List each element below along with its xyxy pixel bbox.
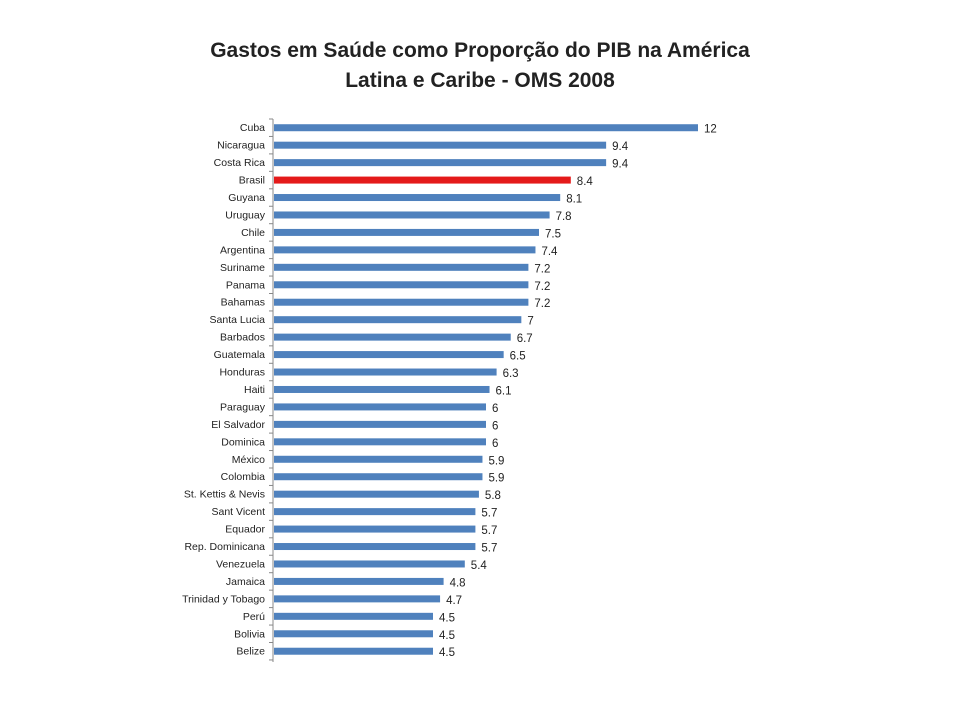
- category-label-costa-rica: Costa Rica: [214, 157, 266, 169]
- value-label-st-kettis-nevis: 5.8: [485, 490, 501, 502]
- value-label-jamaica: 4.8: [450, 577, 466, 589]
- bar-st-kettis-nevis: [274, 490, 479, 498]
- bar-chile: [274, 228, 539, 236]
- bar-bahamas: [274, 298, 529, 306]
- bar-belize: [274, 647, 433, 655]
- bar-uruguay: [274, 211, 550, 219]
- category-label-per: Perú: [243, 611, 265, 623]
- category-label-guyana: Guyana: [228, 192, 265, 204]
- category-label-colombia: Colombia: [221, 471, 266, 483]
- bar-costa-rica: [274, 159, 607, 167]
- category-label-el-salvador: El Salvador: [211, 419, 265, 431]
- chart-title-line2: Latina e Caribe - OMS 2008: [345, 69, 615, 92]
- value-label-uruguay: 7.8: [556, 211, 572, 223]
- bar-panama: [274, 281, 529, 289]
- value-label-argentina: 7.4: [541, 246, 558, 258]
- value-label-equador: 5.7: [481, 525, 497, 537]
- bar-colombia: [274, 473, 483, 481]
- bar-cuba: [274, 124, 698, 132]
- value-label-paraguay: 6: [492, 403, 498, 415]
- value-label-per: 4.5: [439, 612, 455, 624]
- bar-jamaica: [274, 577, 444, 585]
- bar-equador: [274, 525, 476, 533]
- chart-title-line1: Gastos em Saúde como Proporção do PIB na…: [210, 39, 750, 62]
- category-label-bahamas: Bahamas: [221, 297, 265, 309]
- bar-sant-vicent: [274, 508, 476, 516]
- value-label-nicaragua: 9.4: [612, 141, 629, 153]
- category-label-chile: Chile: [241, 227, 265, 239]
- value-label-rep-dominicana: 5.7: [481, 543, 497, 555]
- bar-rep-dominicana: [274, 543, 476, 551]
- value-label-dominica: 6: [492, 438, 498, 450]
- category-label-panama: Panama: [226, 279, 265, 291]
- bar-trinidad-y-tobago: [274, 595, 441, 603]
- category-label-sant-vicent: Sant Vicent: [211, 506, 265, 518]
- value-label-chile: 7.5: [545, 228, 561, 240]
- bar-guyana: [274, 194, 561, 202]
- bar-per: [274, 612, 433, 620]
- bar-venezuela: [274, 560, 465, 568]
- category-label-santa-lucia: Santa Lucia: [210, 314, 266, 326]
- category-label-brasil: Brasil: [239, 175, 265, 187]
- bar-suriname: [274, 263, 529, 271]
- bar-guatemala: [274, 351, 504, 359]
- value-label-el-salvador: 6: [492, 420, 498, 432]
- value-label-trinidad-y-tobago: 4.7: [446, 595, 462, 607]
- bar-santa-lucia: [274, 316, 522, 324]
- category-label-barbados: Barbados: [220, 332, 265, 344]
- category-label-uruguay: Uruguay: [225, 209, 265, 221]
- category-label-argentina: Argentina: [220, 244, 265, 256]
- category-label-equador: Equador: [225, 524, 265, 536]
- value-label-m-xico: 5.9: [488, 455, 504, 467]
- value-label-cuba: 12: [704, 124, 717, 136]
- category-label-nicaragua: Nicaragua: [217, 140, 265, 152]
- category-label-paraguay: Paraguay: [220, 401, 266, 413]
- category-label-dominica: Dominica: [221, 436, 265, 448]
- category-label-haiti: Haiti: [244, 384, 265, 396]
- category-label-belize: Belize: [236, 646, 265, 658]
- category-label-venezuela: Venezuela: [216, 558, 265, 570]
- bar-dominica: [274, 438, 486, 446]
- category-label-rep-dominicana: Rep. Dominicana: [184, 541, 265, 553]
- bar-nicaragua: [274, 141, 607, 149]
- value-label-venezuela: 5.4: [471, 560, 488, 572]
- bar-brasil: [274, 176, 571, 184]
- bar-paraguay: [274, 403, 486, 411]
- value-label-belize: 4.5: [439, 647, 455, 659]
- category-label-cuba: Cuba: [240, 122, 265, 134]
- category-label-suriname: Suriname: [220, 262, 265, 274]
- category-label-m-xico: México: [232, 454, 265, 466]
- bar-barbados: [274, 333, 511, 341]
- value-label-colombia: 5.9: [488, 473, 504, 485]
- bar-bolivia: [274, 630, 433, 638]
- value-label-guatemala: 6.5: [510, 351, 526, 363]
- value-label-panama: 7.2: [534, 281, 550, 293]
- value-label-guyana: 8.1: [566, 194, 582, 206]
- value-label-brasil: 8.4: [577, 176, 594, 188]
- category-label-jamaica: Jamaica: [226, 576, 265, 588]
- category-label-honduras: Honduras: [219, 367, 265, 379]
- value-label-barbados: 6.7: [517, 333, 533, 345]
- value-label-honduras: 6.3: [503, 368, 519, 380]
- value-label-bahamas: 7.2: [534, 298, 550, 310]
- bar-m-xico: [274, 455, 483, 463]
- category-label-bolivia: Bolivia: [234, 628, 265, 640]
- chart-title: Gastos em Saúde como Proporção do PIB na…: [0, 36, 960, 96]
- value-label-suriname: 7.2: [534, 263, 550, 275]
- bar-honduras: [274, 368, 497, 376]
- bar-haiti: [274, 385, 490, 393]
- value-label-haiti: 6.1: [496, 385, 512, 397]
- value-label-sant-vicent: 5.7: [481, 508, 497, 520]
- bar-argentina: [274, 246, 536, 254]
- value-label-bolivia: 4.5: [439, 630, 455, 642]
- value-label-santa-lucia: 7: [527, 316, 533, 328]
- value-label-costa-rica: 9.4: [612, 159, 629, 171]
- category-label-guatemala: Guatemala: [214, 349, 266, 361]
- category-label-trinidad-y-tobago: Trinidad y Tobago: [182, 593, 265, 605]
- bar-el-salvador: [274, 420, 486, 428]
- category-label-st-kettis-nevis: St. Kettis & Nevis: [184, 489, 265, 501]
